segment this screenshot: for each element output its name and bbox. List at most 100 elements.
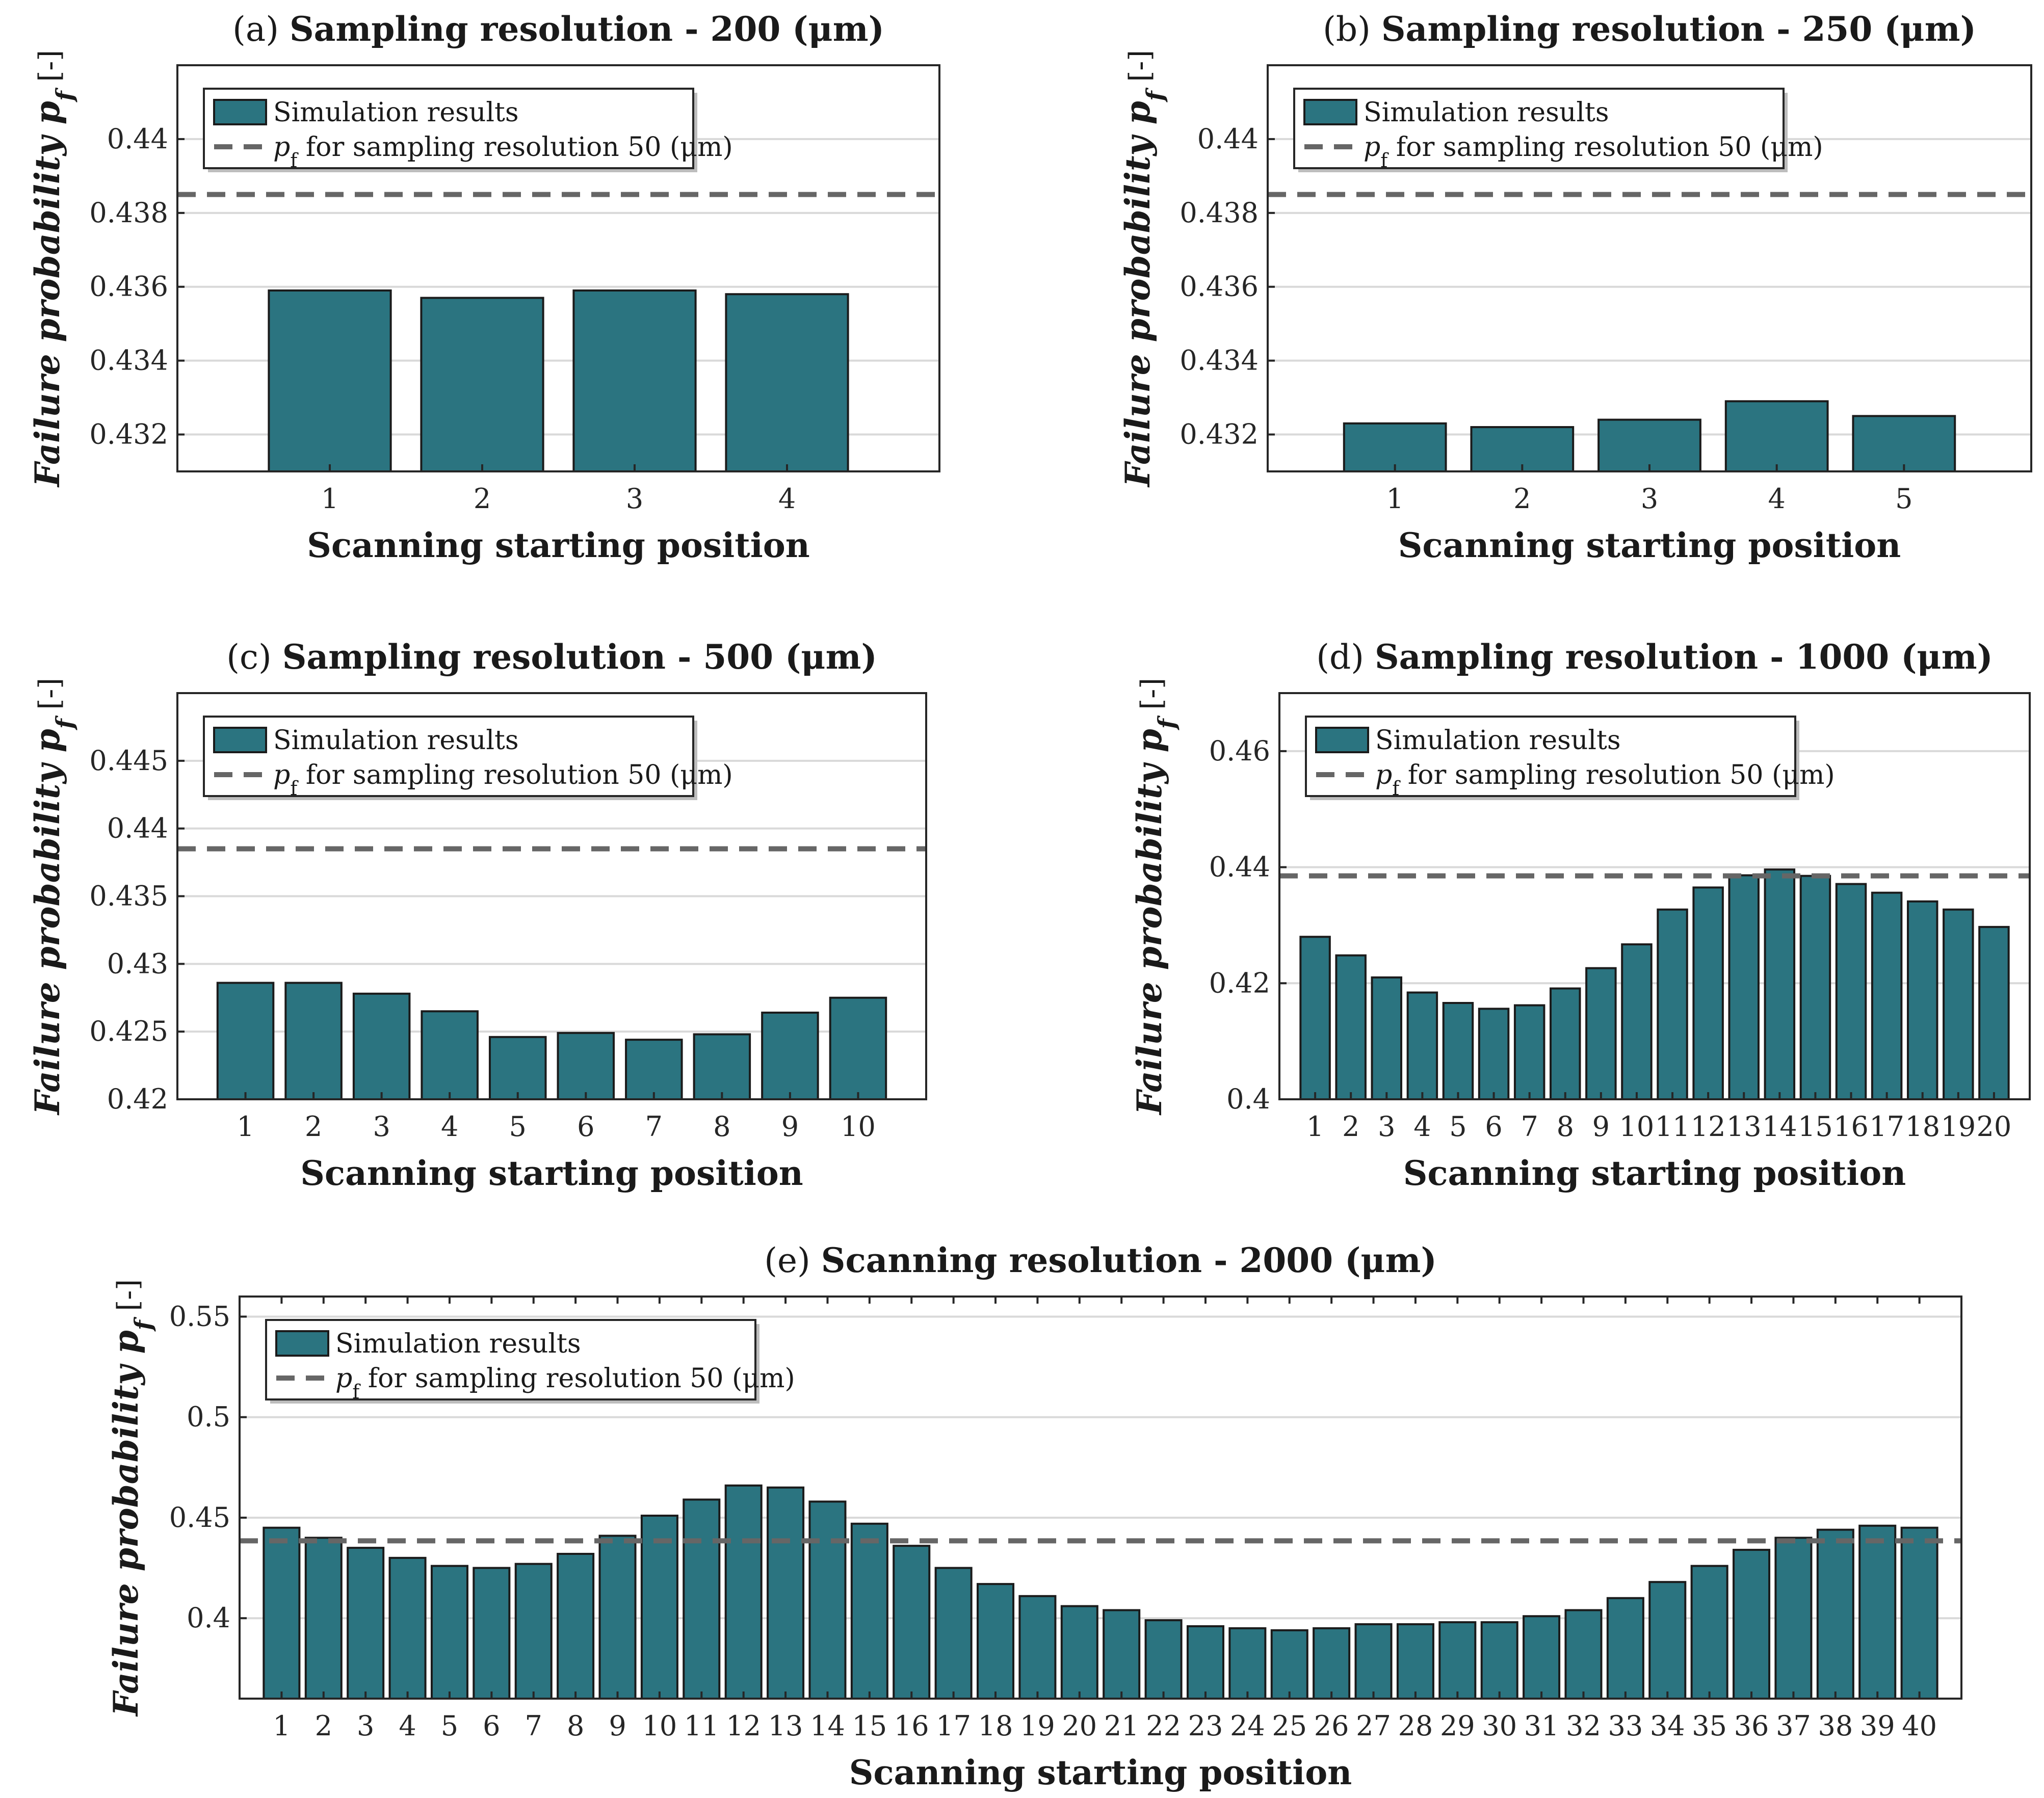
- legend-swatch-bar: [213, 99, 267, 125]
- xtick-label-e-13: 13: [768, 1710, 803, 1742]
- bar-e-1: [263, 1526, 301, 1700]
- x-axis-label-a: Scanning starting position: [307, 525, 810, 565]
- x-axis-label-c: Scanning starting position: [300, 1153, 803, 1193]
- x-axis-label-d: Scanning starting position: [1403, 1153, 1906, 1193]
- xtick-label-b-1: 1: [1386, 483, 1403, 515]
- title-bold-part: Sampling resolution - 1000: [1375, 637, 1901, 677]
- legend-ref-symbol: p: [273, 760, 290, 790]
- legend-a: Simulation results pf for sampling resolu…: [203, 88, 733, 172]
- bar-d-16: [1835, 883, 1867, 1100]
- bar-e-9: [598, 1535, 637, 1700]
- xtick-label-d-16: 16: [1833, 1110, 1869, 1143]
- panel-c: 0.42 0.425 0.43 0.435 0.44 0.445 1 2 3 4 5 6 7 8 9 10 (c…: [28, 637, 927, 1193]
- legend-swatch-bar: [1303, 99, 1357, 125]
- bar-e-36: [1733, 1549, 1771, 1700]
- y-axis-label-a: Failure probability pf [-]: [28, 50, 78, 488]
- bar-a-3: [572, 289, 697, 472]
- xtick-label-e-34: 34: [1650, 1710, 1685, 1742]
- legend-box: [1293, 88, 1785, 169]
- legend-label-simulation: Simulation results: [1364, 97, 1609, 128]
- xtick-label-c-8: 8: [713, 1110, 730, 1143]
- xtick-label-d-7: 7: [1521, 1110, 1538, 1143]
- xtick-label-c-5: 5: [509, 1110, 527, 1143]
- xtick-label-e-18: 18: [978, 1710, 1013, 1742]
- bar-e-32: [1564, 1609, 1603, 1700]
- xtick-label-c-3: 3: [373, 1110, 390, 1143]
- xtick-label-d-13: 13: [1726, 1110, 1762, 1143]
- ytick-label-c-2: 0.43: [107, 947, 168, 980]
- title-prefix: (b): [1323, 10, 1381, 49]
- xtick-label-d-5: 5: [1449, 1110, 1466, 1143]
- xtick-label-e-12: 12: [726, 1710, 761, 1742]
- bar-e-28: [1396, 1623, 1434, 1700]
- panel-a: 0.432 0.434 0.436 0.438 0.44 1 2 3 4 (a) Sampling…: [28, 9, 940, 565]
- legend-ref-rest: for sampling resolution 50 (μm): [359, 1363, 795, 1394]
- bar-c-9: [761, 1011, 819, 1101]
- xtick-label-e-22: 22: [1146, 1710, 1181, 1742]
- bar-e-25: [1270, 1629, 1308, 1700]
- bar-c-5: [488, 1036, 547, 1100]
- ytick-label-b-4: 0.44: [1197, 123, 1259, 155]
- legend-ref-sub: f: [290, 149, 299, 172]
- xtick-label-e-26: 26: [1314, 1710, 1349, 1742]
- bar-b-5: [1852, 415, 1956, 472]
- xtick-label-c-10: 10: [841, 1110, 876, 1143]
- bar-e-5: [430, 1565, 468, 1700]
- bar-b-3: [1597, 418, 1701, 473]
- y-axis-label-c: Failure probability pf [-]: [28, 678, 78, 1116]
- legend-e: Simulation results pf for sampling resolu…: [265, 1319, 795, 1404]
- legend-label-reference: pf for sampling resolution 50 (μm): [1364, 132, 1823, 172]
- bar-b-2: [1470, 426, 1575, 473]
- bar-a-4: [725, 293, 849, 473]
- bar-e-3: [347, 1547, 385, 1700]
- ytick-label-a-0: 0.432: [89, 418, 168, 451]
- bar-e-40: [1900, 1526, 1938, 1700]
- xtick-label-d-18: 18: [1905, 1110, 1940, 1143]
- bar-e-23: [1186, 1625, 1224, 1700]
- xtick-label-e-23: 23: [1188, 1710, 1223, 1742]
- title-prefix: (e): [764, 1241, 821, 1280]
- legend-b: Simulation results pf for sampling resolu…: [1293, 88, 1823, 172]
- xtick-label-d-8: 8: [1557, 1110, 1574, 1143]
- legend-swatch-bar: [213, 727, 267, 753]
- bar-c-3: [352, 992, 411, 1101]
- title-bold-part: Sampling resolution - 200: [290, 9, 792, 49]
- legend-label-simulation: Simulation results: [273, 97, 519, 128]
- bar-d-8: [1550, 987, 1581, 1100]
- ytick-label-d-0: 0.4: [1226, 1083, 1270, 1115]
- bar-e-6: [473, 1567, 511, 1700]
- ytick-label-e-2: 0.5: [187, 1401, 230, 1433]
- bar-d-5: [1442, 1001, 1474, 1101]
- y-axis-label-b: Failure probability pf [-]: [1118, 50, 1169, 488]
- chart-title-a: (a) Sampling resolution - 200 (μm): [232, 9, 884, 49]
- panel-d: 0.40.420.440.461 2 3 4 5 6 7 8 9 10 11 12 13 14 15 16 17…: [1130, 637, 2031, 1193]
- xtick-label-a-1: 1: [321, 483, 338, 515]
- y-axis-label-d: Failure probability pf [-]: [1130, 678, 1181, 1116]
- legend-label-reference: pf for sampling resolution 50 (μm): [273, 132, 733, 172]
- ytick-label-e-0: 0.4: [187, 1602, 230, 1634]
- ytick-label-e-1: 0.45: [169, 1501, 230, 1533]
- bar-c-1: [216, 982, 275, 1100]
- title-prefix: (d): [1316, 638, 1375, 677]
- ylabel-main: Failure probability p: [1118, 101, 1158, 488]
- bar-e-17: [934, 1567, 973, 1700]
- legend-label-reference: pf for sampling resolution 50 (μm): [335, 1363, 795, 1403]
- bar-e-33: [1606, 1597, 1644, 1700]
- legend-ref-symbol: p: [335, 1363, 352, 1394]
- ylabel-unit: [-]: [1123, 50, 1157, 91]
- chart-title-d: (d) Sampling resolution - 1000 (μm): [1316, 637, 1993, 677]
- bar-e-35: [1690, 1565, 1728, 1700]
- ylabel-main: Failure probability p: [28, 101, 67, 488]
- legend-swatch-bar: [1315, 727, 1369, 753]
- xtick-label-e-17: 17: [936, 1710, 971, 1742]
- xtick-label-c-7: 7: [645, 1110, 663, 1143]
- xtick-label-e-6: 6: [483, 1710, 500, 1742]
- bar-e-27: [1354, 1623, 1393, 1700]
- xtick-label-e-21: 21: [1104, 1710, 1139, 1742]
- xtick-label-b-5: 5: [1895, 483, 1912, 515]
- title-unit: (μm): [1884, 9, 1976, 49]
- plot-frame-e: [239, 1295, 1962, 1700]
- ylabel-main: Failure probability p: [106, 1330, 146, 1717]
- legend-ref-rest: for sampling resolution 50 (μm): [297, 132, 732, 163]
